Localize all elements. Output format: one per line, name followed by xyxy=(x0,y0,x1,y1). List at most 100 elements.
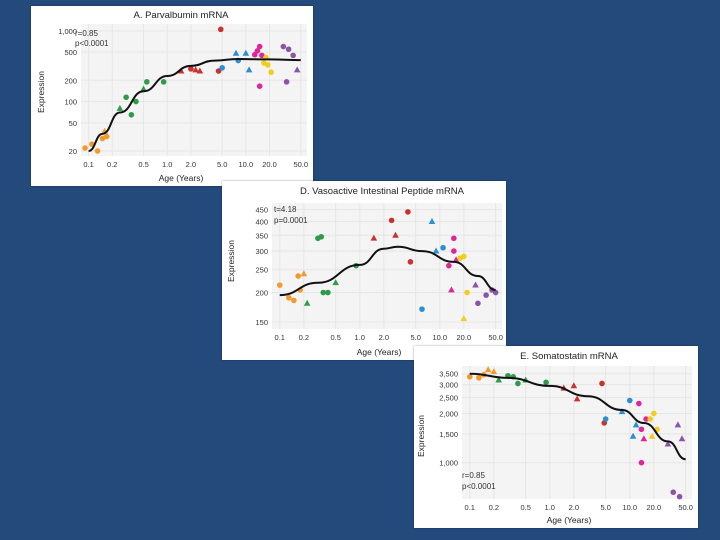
data-point-triangle xyxy=(245,66,253,73)
data-point-triangle xyxy=(618,408,626,415)
y-tick-label: 3,500 xyxy=(439,370,458,379)
y-tick-label: 2,500 xyxy=(439,394,458,403)
y-tick-label: 2,000 xyxy=(439,409,458,418)
data-point-circle xyxy=(215,68,222,74)
stat-r: t=4.18 xyxy=(274,205,297,214)
data-point-circle xyxy=(256,83,263,89)
y-axis-label: Expression xyxy=(226,240,236,282)
chart-title: A. Parvalbumin mRNA xyxy=(133,10,229,21)
data-point-triangle xyxy=(460,314,468,321)
data-point-circle xyxy=(295,273,301,279)
data-point-circle xyxy=(492,289,499,296)
data-point-triangle xyxy=(392,231,399,238)
data-point-triangle xyxy=(648,432,656,439)
data-point-circle xyxy=(599,380,605,387)
y-tick-label: 20 xyxy=(69,147,77,156)
data-point-circle xyxy=(626,397,633,404)
data-point-triangle xyxy=(629,432,637,439)
stat-p: p<0.0001 xyxy=(462,482,496,491)
data-point-triangle xyxy=(664,440,672,447)
x-tick-label: 2.0 xyxy=(186,160,196,169)
data-point-circle xyxy=(160,79,167,85)
x-tick-label: 0.1 xyxy=(275,333,285,342)
somatostatin-chart-svg: E. Somatostatin mRNA 0.1 0.2 0.5 1.0 2.0 5.0 1… xyxy=(416,351,693,525)
data-point-circle xyxy=(446,262,452,269)
data-point-triangle xyxy=(678,435,686,442)
data-point-circle xyxy=(144,79,150,85)
x-tick-label: 0.1 xyxy=(83,160,93,169)
stat-p: p<0.0001 xyxy=(75,39,109,48)
x-axis-label: Age (Years) xyxy=(159,173,204,183)
data-point-circle xyxy=(268,69,274,76)
data-point-triangle xyxy=(192,66,199,73)
y-tick-label: 200 xyxy=(64,76,77,85)
data-point-circle xyxy=(405,209,411,215)
data-point-circle xyxy=(188,66,194,72)
data-point-triangle xyxy=(448,286,455,293)
fit-curve xyxy=(279,245,496,297)
x-tick-label: 1.0 xyxy=(545,503,555,512)
data-point-circle xyxy=(464,289,470,296)
data-point-circle xyxy=(280,43,287,50)
data-point-circle xyxy=(285,46,292,53)
data-point-circle xyxy=(451,248,457,254)
data-point-circle xyxy=(475,300,481,307)
data-point-circle xyxy=(440,244,446,251)
data-point-circle xyxy=(290,52,296,59)
x-tick-label: 20.0 xyxy=(457,333,472,342)
data-point-triangle xyxy=(472,281,479,288)
data-point-triangle xyxy=(116,104,124,111)
fit-curve xyxy=(88,57,301,153)
data-point-triangle xyxy=(632,421,640,428)
stat-r: r=0.85 xyxy=(75,29,98,38)
data-point-circle xyxy=(128,112,135,118)
chart-title: D. Vasoactive Intestinal Peptide mRNA xyxy=(300,186,465,197)
data-point-circle xyxy=(461,253,467,260)
y-tick-label: 350 xyxy=(255,231,268,240)
x-tick-label: 2.0 xyxy=(379,333,389,342)
data-point-triangle xyxy=(640,435,648,442)
y-tick-label: 3,000 xyxy=(439,381,458,390)
y-tick-label: 250 xyxy=(255,266,268,275)
y-tick-label: 50 xyxy=(69,119,77,128)
x-tick-label: 10.0 xyxy=(432,333,447,342)
chart-panel-vip: D. Vasoactive Intestinal Peptide mRNA 0.… xyxy=(222,181,506,360)
data-point-circle xyxy=(82,145,88,151)
data-point-triangle xyxy=(428,218,436,225)
y-tick-label: 1,500 xyxy=(439,430,458,439)
x-tick-label: 0.2 xyxy=(489,503,499,512)
x-tick-label: 0.1 xyxy=(465,503,475,512)
data-point-circle xyxy=(219,65,225,71)
data-point-circle xyxy=(283,79,290,85)
data-point-circle xyxy=(676,493,683,500)
data-point-circle xyxy=(419,306,425,312)
data-point-circle xyxy=(602,416,609,422)
x-tick-label: 50.0 xyxy=(293,160,308,169)
y-tick-label: 500 xyxy=(64,48,77,57)
data-point-circle xyxy=(466,374,473,380)
data-point-circle xyxy=(643,416,649,422)
data-point-triangle xyxy=(332,279,339,286)
y-tick-label: 1,000 xyxy=(439,459,458,468)
x-tick-label: 10.0 xyxy=(622,503,637,512)
x-axis-label: Age (Years) xyxy=(357,347,402,357)
x-tick-label: 50.0 xyxy=(678,503,693,512)
data-point-triangle xyxy=(432,247,440,254)
data-point-circle xyxy=(276,282,283,288)
y-tick-label: 1,000 xyxy=(58,27,77,36)
data-point-circle xyxy=(320,289,327,296)
stat-r: r=0.85 xyxy=(462,471,485,480)
y-axis-label: Expression xyxy=(36,71,46,113)
y-tick-label: 100 xyxy=(64,98,77,107)
data-point-triangle xyxy=(370,234,378,241)
data-point-triangle xyxy=(196,67,204,74)
y-tick-label: 400 xyxy=(255,218,268,227)
data-point-circle xyxy=(638,459,645,466)
data-point-circle xyxy=(256,43,263,50)
data-point-circle xyxy=(286,294,292,301)
x-tick-label: 5.0 xyxy=(600,503,610,512)
data-point-circle xyxy=(318,233,325,240)
chart-title: E. Somatostatin mRNA xyxy=(520,351,618,362)
x-tick-label: 5.0 xyxy=(410,333,420,342)
y-tick-label: 200 xyxy=(255,289,268,298)
